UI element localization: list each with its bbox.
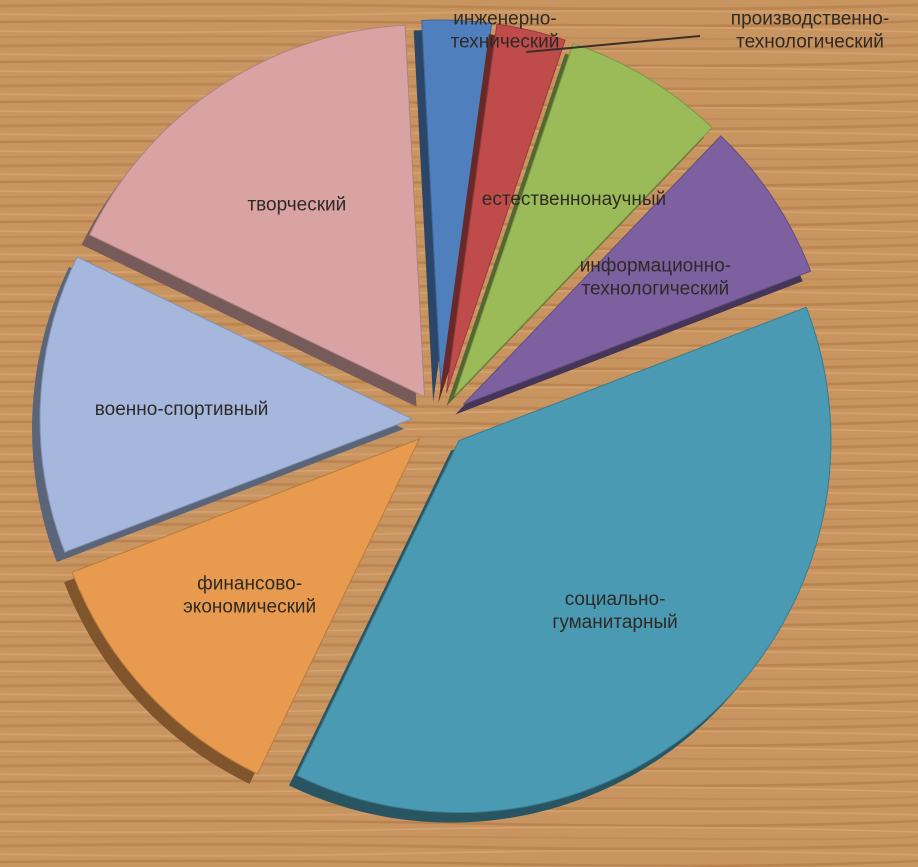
slice-label-финансово-экономический: финансово-экономический <box>183 574 316 618</box>
slice-label-творческий: творческий <box>247 195 346 216</box>
slices-layer <box>32 19 832 823</box>
leader-line <box>526 35 701 53</box>
pie-slice-социально-гуманитарный <box>289 306 832 823</box>
pie-slice-военно-спортивный <box>32 256 414 563</box>
slice-label-социально-гуманитарный: социально-гуманитарный <box>552 589 677 633</box>
pie-slice-face <box>296 306 832 814</box>
pie-slice-творческий <box>81 24 426 407</box>
pie-slice-инженерно-технический <box>413 19 493 403</box>
pie-slice-face <box>421 19 493 393</box>
pie-slice-face <box>71 438 421 775</box>
slice-label-военно-спортивный: военно-спортивный <box>95 399 269 420</box>
pie-slice-информационно-технологический <box>455 135 812 415</box>
pie-slice-face <box>445 23 566 393</box>
pie-slice-face <box>454 42 713 397</box>
labels-layer: инженерно-технический производственно-тех… <box>95 9 889 633</box>
slice-label-информационно-технологический: информационно-технологический <box>580 255 731 299</box>
pie-slice-face <box>39 256 414 553</box>
pie-slice-face <box>88 24 426 398</box>
pie-slice-производственно-технологический <box>438 23 566 403</box>
slice-label-естественнонаучный: естественнонаучный <box>482 189 666 210</box>
pie-slice-face <box>462 135 812 405</box>
slice-label-инженерно-технический: инженерно-технический <box>451 9 560 53</box>
pie-slice-финансово-экономический <box>64 438 421 784</box>
pie-slice-естественнонаучный <box>446 42 713 407</box>
slice-label-производственно-технологический: производственно-технологический <box>731 9 889 53</box>
